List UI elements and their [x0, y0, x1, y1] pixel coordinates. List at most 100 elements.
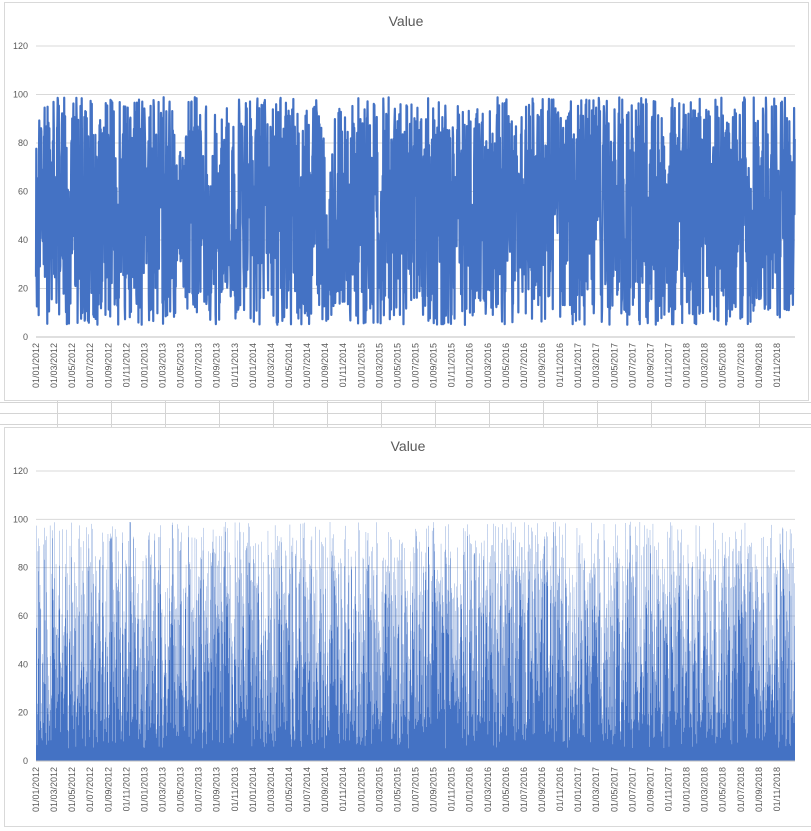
x-tick-label: 01/07/2014 — [302, 343, 312, 388]
x-tick-label: 01/07/2017 — [627, 767, 637, 812]
x-tick-label: 01/07/2015 — [411, 767, 421, 812]
chart-bottom: Value 0 20 40 60 80 100 120 01/01/2012 01/03/20… — [13, 438, 795, 812]
series-line — [34, 96, 796, 326]
x-axis-ticks: 01/01/2012 01/03/2012 01/05/2012 01/07/2012… — [31, 343, 782, 388]
y-tick-label: 120 — [13, 41, 28, 51]
chart-top: Value 0 20 40 60 80 100 120 01/01/2012 01/03/20… — [13, 13, 796, 388]
x-tick-label: 01/07/2013 — [194, 767, 204, 812]
x-tick-label: 01/05/2016 — [501, 767, 511, 812]
y-tick-label: 40 — [18, 235, 28, 245]
x-tick-label: 01/05/2017 — [609, 343, 619, 388]
y-tick-label: 80 — [18, 563, 28, 573]
x-tick-label: 01/07/2017 — [627, 343, 637, 388]
y-tick-label: 20 — [18, 708, 28, 718]
x-tick-label: 01/05/2015 — [392, 343, 402, 388]
x-tick-label: 01/11/2012 — [121, 343, 131, 387]
x-tick-label: 01/01/2017 — [573, 767, 583, 812]
x-tick-label: 01/05/2015 — [392, 767, 402, 812]
x-tick-label: 01/03/2014 — [266, 343, 276, 388]
x-tick-label: 01/03/2012 — [49, 767, 59, 812]
x-tick-label: 01/01/2016 — [465, 767, 475, 812]
x-tick-label: 01/03/2017 — [591, 343, 601, 388]
x-tick-label: 01/03/2013 — [158, 343, 168, 388]
x-axis-ticks: 01/01/2012 01/03/2012 01/05/2012 01/07/2012… — [31, 767, 782, 812]
x-tick-label: 01/03/2016 — [483, 767, 493, 812]
chart-panel-top[interactable]: Value 0 20 40 60 80 100 120 01/01/2012 01/03/20… — [4, 2, 809, 401]
x-tick-label: 01/09/2015 — [429, 767, 439, 812]
x-tick-label: 01/03/2014 — [266, 767, 276, 812]
x-tick-label: 01/05/2013 — [176, 343, 186, 388]
x-tick-label: 01/03/2012 — [49, 343, 59, 388]
x-tick-label: 01/05/2013 — [176, 767, 186, 812]
x-tick-label: 01/03/2013 — [158, 767, 168, 812]
x-tick-label: 01/11/2013 — [230, 343, 240, 387]
chart-title: Value — [391, 438, 426, 454]
x-tick-label: 01/09/2016 — [537, 767, 547, 812]
y-tick-label: 120 — [13, 466, 28, 476]
x-tick-label: 01/01/2017 — [573, 343, 583, 388]
x-tick-label: 01/11/2014 — [338, 767, 348, 811]
x-tick-label: 01/05/2014 — [284, 343, 294, 388]
x-tick-label: 01/03/2015 — [374, 343, 384, 388]
x-tick-label: 01/01/2014 — [248, 767, 258, 812]
x-tick-label: 01/09/2017 — [645, 343, 655, 388]
x-tick-label: 01/09/2012 — [103, 343, 113, 388]
x-tick-label: 01/01/2016 — [465, 343, 475, 388]
y-tick-label: 80 — [18, 138, 28, 148]
y-tick-label: 40 — [18, 659, 28, 669]
x-tick-label: 01/07/2015 — [411, 343, 421, 388]
y-axis-ticks: 0 20 40 60 80 100 120 — [13, 466, 28, 766]
x-tick-label: 01/01/2012 — [31, 767, 41, 812]
y-axis-ticks: 0 20 40 60 80 100 120 — [13, 41, 28, 342]
x-tick-label: 01/03/2017 — [591, 767, 601, 812]
x-tick-label: 01/11/2017 — [664, 343, 674, 387]
x-tick-label: 01/11/2016 — [555, 343, 565, 387]
x-tick-label: 01/01/2012 — [31, 343, 41, 388]
x-tick-label: 01/11/2018 — [772, 767, 782, 811]
x-tick-label: 01/05/2016 — [501, 343, 511, 388]
x-tick-label: 01/07/2012 — [85, 343, 95, 388]
x-tick-label: 01/11/2014 — [338, 343, 348, 387]
x-tick-label: 01/07/2016 — [519, 767, 529, 812]
x-tick-label: 01/01/2015 — [356, 767, 366, 812]
x-tick-label: 01/11/2013 — [230, 767, 240, 811]
x-tick-label: 01/09/2014 — [320, 767, 330, 812]
x-tick-label: 01/09/2012 — [103, 767, 113, 812]
x-tick-label: 01/11/2015 — [447, 343, 457, 387]
x-tick-label: 01/05/2018 — [718, 767, 728, 812]
x-tick-label: 01/01/2018 — [682, 767, 692, 812]
x-tick-label: 01/03/2016 — [483, 343, 493, 388]
x-tick-label: 01/05/2012 — [67, 343, 77, 388]
x-tick-label: 01/07/2018 — [736, 767, 746, 812]
y-tick-label: 60 — [18, 611, 28, 621]
x-tick-label: 01/11/2012 — [121, 767, 131, 811]
y-tick-label: 0 — [23, 332, 28, 342]
x-tick-label: 01/09/2016 — [537, 343, 547, 388]
x-tick-label: 01/03/2018 — [700, 767, 710, 812]
x-tick-label: 01/11/2016 — [555, 767, 565, 811]
chart-panel-bottom[interactable]: Value 0 20 40 60 80 100 120 01/01/2012 01/03/20… — [4, 427, 811, 827]
y-tick-label: 60 — [18, 187, 28, 197]
x-tick-label: 01/09/2014 — [320, 343, 330, 388]
x-tick-label: 01/01/2015 — [356, 343, 366, 388]
x-tick-label: 01/09/2013 — [212, 767, 222, 812]
y-tick-label: 100 — [13, 514, 28, 524]
x-tick-label: 01/01/2013 — [139, 343, 149, 388]
x-tick-label: 01/11/2017 — [664, 767, 674, 811]
x-tick-label: 01/07/2012 — [85, 767, 95, 812]
y-tick-label: 0 — [23, 756, 28, 766]
x-tick-label: 01/11/2018 — [772, 343, 782, 387]
value-series-bars — [36, 521, 795, 761]
x-tick-label: 01/09/2013 — [212, 343, 222, 388]
x-tick-label: 01/11/2015 — [447, 767, 457, 811]
x-tick-label: 01/05/2012 — [67, 767, 77, 812]
x-tick-label: 01/09/2018 — [754, 343, 764, 388]
x-tick-label: 01/03/2018 — [700, 343, 710, 388]
x-tick-label: 01/07/2016 — [519, 343, 529, 388]
x-tick-label: 01/05/2014 — [284, 767, 294, 812]
x-tick-label: 01/09/2017 — [645, 767, 655, 812]
x-tick-label: 01/01/2018 — [682, 343, 692, 388]
x-tick-label: 01/09/2015 — [429, 343, 439, 388]
x-tick-label: 01/05/2018 — [718, 343, 728, 388]
